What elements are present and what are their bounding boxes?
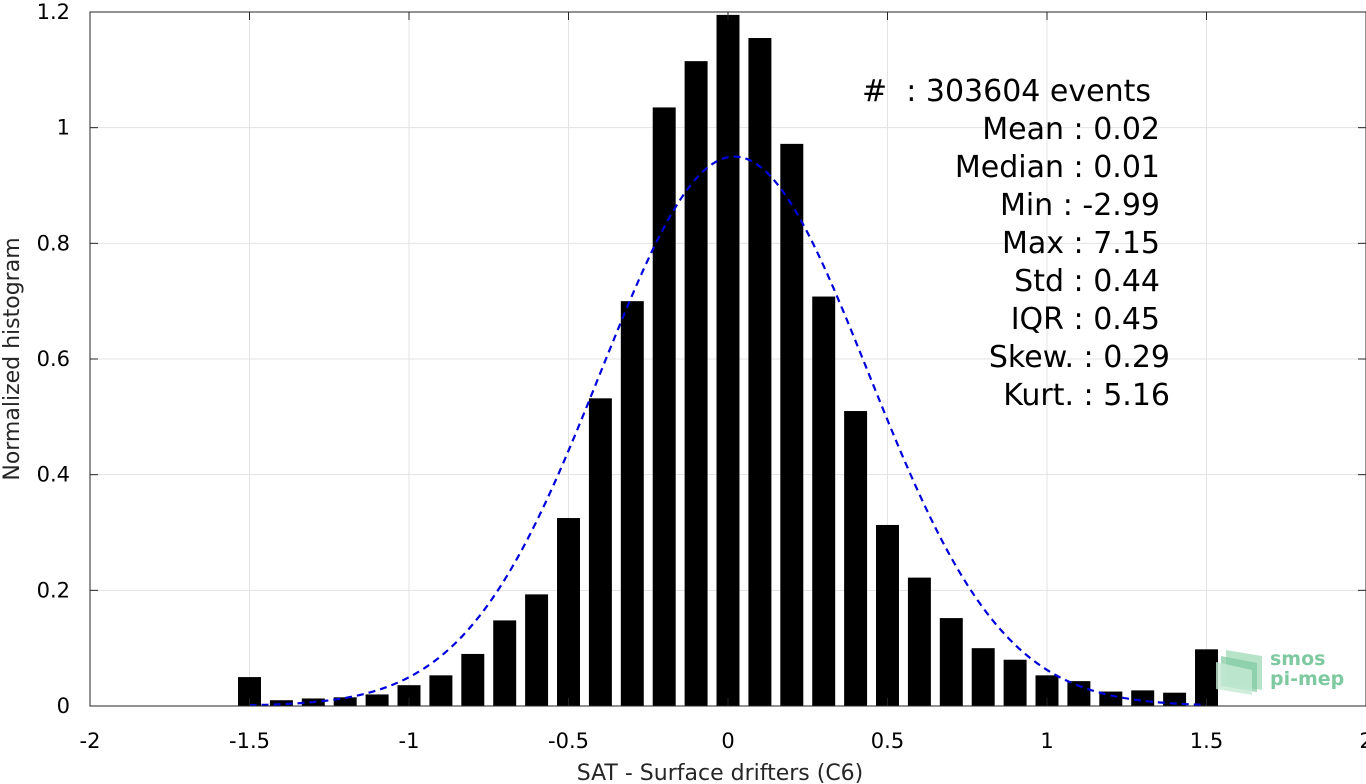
y-tick-label: 1.2 <box>37 0 70 24</box>
stat-line: Min : -2.99 <box>1000 188 1160 223</box>
stat-value: : 0.02 <box>1064 112 1160 147</box>
histogram-bar <box>1195 649 1218 706</box>
y-tick-label: 1 <box>57 116 70 140</box>
stat-value: : 7.15 <box>1064 226 1160 261</box>
logo-mark-icon <box>1216 650 1262 695</box>
stat-line: Median : 0.01 <box>955 150 1160 185</box>
histogram-bar <box>780 143 804 707</box>
histogram-bar <box>844 411 868 706</box>
stat-value: : 303604 events <box>906 74 1151 109</box>
histogram-bar <box>1131 690 1155 706</box>
x-tick-label: -1 <box>399 729 420 753</box>
histogram-bar <box>269 700 293 706</box>
y-tick-labels: 0 0.2 0.4 0.6 0.8 1 1.2 <box>37 0 70 718</box>
logo-text-line2: pi-mep <box>1270 668 1344 690</box>
histogram-bar <box>812 296 836 706</box>
histogram-bar <box>971 648 995 706</box>
histogram-bar <box>525 594 549 706</box>
histogram-bar <box>365 694 389 706</box>
x-tick-label: -1.5 <box>229 729 270 753</box>
histogram-bar <box>939 618 963 706</box>
stat-value: : 0.44 <box>1064 264 1160 299</box>
y-tick-label: 0.6 <box>37 347 70 371</box>
x-tick-label: 0.5 <box>871 729 904 753</box>
histogram-bar <box>1003 659 1027 706</box>
y-tick-label: 0 <box>57 694 70 718</box>
x-tick-label: 0 <box>721 729 734 753</box>
histogram-bar <box>1035 675 1059 706</box>
stat-label: IQR <box>1011 302 1064 337</box>
stat-value: : 0.01 <box>1064 150 1160 185</box>
histogram-bar <box>684 61 708 707</box>
histogram-bar <box>397 685 421 706</box>
y-tick-label: 0.2 <box>37 578 70 602</box>
stat-line: Kurt. : 5.16 <box>1003 378 1170 413</box>
y-axis-label: Normalized histogram <box>0 237 25 480</box>
stat-value: : 5.16 <box>1074 378 1170 413</box>
stat-value: : 0.45 <box>1064 302 1160 337</box>
histogram-bar <box>429 675 453 706</box>
stat-line: Skew. : 0.29 <box>989 340 1170 375</box>
stat-label: Min <box>1000 188 1053 223</box>
x-tick-label: 1 <box>1040 729 1053 753</box>
histogram-bar <box>716 14 740 707</box>
stat-label: Max <box>1002 226 1064 261</box>
stat-label: Kurt. <box>1003 378 1074 413</box>
histogram-bar <box>876 524 899 706</box>
histogram-bar <box>620 301 644 706</box>
stat-line: Mean : 0.02 <box>982 112 1160 147</box>
x-tick-labels: -2 -1.5 -1 -0.5 0 0.5 1 1.5 2 <box>80 729 1366 753</box>
histogram-bar <box>238 677 261 706</box>
histogram-bar <box>333 697 357 706</box>
y-tick-label: 0.4 <box>37 463 70 487</box>
gaussian-fit-curve <box>249 155 1207 707</box>
histogram-bar <box>461 653 485 706</box>
histogram-bar <box>588 398 612 706</box>
histogram-bar <box>748 38 772 706</box>
smos-pimep-logo: smos pi-mep <box>1216 648 1344 695</box>
axis-ticks <box>89 11 1366 707</box>
x-tick-label: -0.5 <box>548 729 589 753</box>
x-tick-label: 1.5 <box>1190 729 1223 753</box>
stat-label: Skew. <box>989 340 1074 375</box>
x-tick-label: -2 <box>80 729 101 753</box>
histogram-bar <box>907 577 931 706</box>
x-tick-label: 2 <box>1359 729 1366 753</box>
histogram-bar <box>652 107 676 707</box>
x-axis-label: SAT - Surface drifters (C6) <box>577 761 864 784</box>
histogram-bar <box>1067 681 1091 706</box>
histogram-bar <box>557 518 580 706</box>
stat-line: # : 303604 events <box>862 74 1151 109</box>
histogram-bars <box>238 14 1218 707</box>
stat-value: : -2.99 <box>1053 188 1160 223</box>
stat-line: Std : 0.44 <box>1014 264 1160 299</box>
stat-label: # <box>862 74 906 109</box>
stat-label: Median <box>955 150 1064 185</box>
stat-line: IQR : 0.45 <box>1011 302 1160 337</box>
histogram-bar <box>493 620 517 706</box>
logo-text-line1: smos <box>1270 648 1325 670</box>
stat-label: Std <box>1014 264 1064 299</box>
histogram-bar <box>1163 692 1187 706</box>
stat-label: Mean <box>982 112 1064 147</box>
stat-value: : 0.29 <box>1074 340 1170 375</box>
y-tick-label: 0.8 <box>37 231 70 255</box>
stat-line: Max : 7.15 <box>1002 226 1160 261</box>
